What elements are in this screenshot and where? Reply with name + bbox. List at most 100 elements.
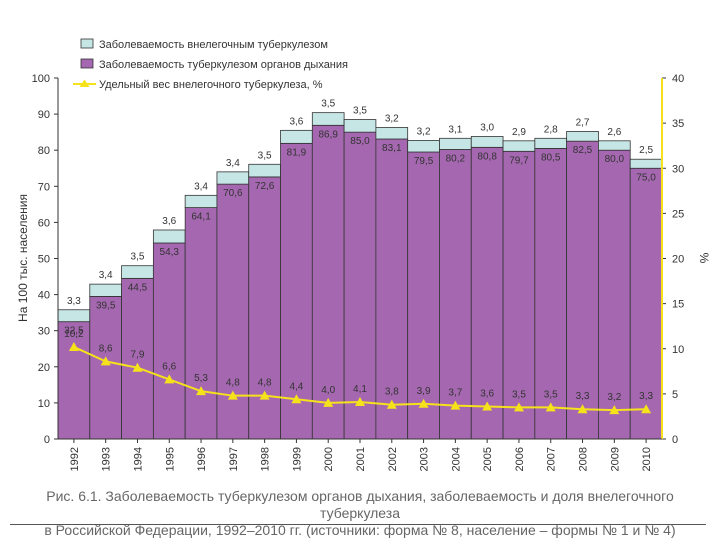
bar-label-respiratory: 80,8 — [477, 151, 497, 162]
share-label: 6,6 — [162, 361, 176, 372]
bar-respiratory — [470, 146, 504, 440]
y2-tick-label: 5 — [672, 389, 678, 401]
bar-extrapulmonary — [502, 140, 536, 152]
bar-label-respiratory: 44,5 — [128, 282, 148, 293]
x-axis-labels: 1992 1993 1994 1995 1996 1997 1998 1999 2000 2001… — [69, 439, 653, 471]
bar-extrapulmonary — [89, 283, 122, 297]
bar-extrapulmonary — [57, 309, 91, 323]
share-label: 4,4 — [289, 381, 303, 392]
bar-label-extrapulmonary: 3,6 — [289, 116, 303, 127]
bar-extrapulmonary — [439, 137, 472, 150]
bar-label-extrapulmonary: 2,9 — [512, 127, 526, 138]
y-axis-label: На 100 тыс. населения — [16, 194, 30, 322]
bar-extrapulmonary — [216, 171, 250, 185]
bar-extrapulmonary — [566, 131, 599, 142]
caption-line-1: Рис. 6.1. Заболеваемость туберкулезом ор… — [46, 488, 674, 521]
x-tick-label: 2008 — [578, 447, 590, 471]
legend-label-share: Удельный вес внелегочного туберкулеза, % — [99, 79, 323, 91]
bar-label-respiratory: 75,0 — [636, 172, 656, 183]
share-point — [545, 402, 556, 412]
legend-label-extrapulmonary: Заболеваемость внелегочным туберкулезом — [99, 39, 328, 51]
bar-labels: 3,3 32,5 3,4 39,5 3,5 44,5 3,6 54,3 3,4 64,1 3,4 70… — [64, 99, 656, 337]
y2-tick-label: 35 — [672, 118, 684, 130]
bar-respiratory — [248, 176, 281, 440]
y2-axis-label: % — [697, 253, 711, 264]
share-point — [227, 390, 238, 400]
bar-respiratory — [216, 183, 250, 440]
bar-respiratory — [407, 151, 440, 440]
x-tick-label: 2000 — [323, 447, 335, 471]
y2-tick-label: 25 — [672, 208, 684, 220]
bar-label-extrapulmonary: 2,5 — [639, 145, 653, 156]
bar-respiratory — [598, 149, 631, 440]
bar-label-respiratory: 72,6 — [255, 181, 275, 192]
x-tick-label: 1992 — [69, 447, 81, 471]
share-point — [641, 404, 652, 414]
share-point — [513, 402, 524, 412]
bar-label-respiratory: 80,0 — [605, 154, 625, 165]
chart: Заболеваемость внелегочным туберкулезом … — [16, 38, 711, 471]
bar-label-extrapulmonary: 3,4 — [226, 158, 240, 169]
bar-respiratory — [502, 150, 536, 440]
bar-label-respiratory: 81,9 — [287, 147, 307, 158]
bar-label-respiratory: 64,1 — [191, 212, 211, 223]
share-point — [577, 404, 588, 414]
x-tick-label: 2005 — [482, 447, 494, 471]
caption-divider — [10, 524, 706, 525]
x-tick-label: 1999 — [291, 447, 303, 471]
y-tick-label: 10 — [38, 398, 50, 410]
bar-extrapulmonary — [343, 119, 377, 133]
bar-respiratory — [89, 296, 122, 440]
share-point — [132, 362, 143, 372]
share-label: 7,9 — [131, 350, 145, 361]
bar-label-respiratory: 70,6 — [223, 188, 243, 199]
bar-extrapulmonary — [248, 163, 281, 178]
share-label: 3,9 — [417, 386, 431, 397]
bar-extrapulmonary — [375, 127, 409, 140]
bar-label-extrapulmonary: 3,4 — [194, 181, 208, 192]
y2-tick-label: 40 — [672, 73, 684, 85]
bar-respiratory — [534, 147, 568, 440]
bar-label-extrapulmonary: 3,2 — [417, 126, 431, 137]
bar-extrapulmonary — [598, 140, 631, 151]
bar-label-respiratory: 39,5 — [96, 300, 116, 311]
bar-label-extrapulmonary: 3,5 — [131, 252, 145, 263]
bar-label-respiratory: 79,7 — [509, 155, 529, 166]
share-label: 3,8 — [385, 387, 399, 398]
bar-label-respiratory: 80,5 — [541, 152, 561, 163]
bar-respiratory — [152, 242, 186, 440]
bar-respiratory — [375, 138, 409, 440]
bar-label-extrapulmonary: 3,4 — [99, 270, 113, 281]
share-label: 4,8 — [226, 378, 240, 389]
y2-tick-label: 20 — [672, 254, 684, 266]
caption-line-2: в Российской Федерации, 1992–2010 гг. (и… — [44, 522, 676, 538]
share-point — [418, 398, 429, 408]
bar-extrapulmonary — [534, 137, 568, 149]
share-label: 5,3 — [194, 373, 208, 384]
y-tick-label: 90 — [38, 109, 50, 121]
x-tick-label: 1993 — [101, 447, 113, 471]
bar-label-respiratory: 32,5 — [64, 326, 84, 337]
x-tick-label: 1995 — [164, 447, 176, 471]
x-tick-label: 2009 — [609, 447, 621, 471]
y-tick-label: 60 — [38, 217, 50, 229]
share-label: 4,0 — [321, 385, 335, 396]
bar-extrapulmonary — [311, 112, 345, 126]
y2-tick-label: 15 — [672, 299, 684, 311]
share-point — [291, 394, 302, 404]
share-point — [100, 356, 111, 366]
share-point — [259, 390, 270, 400]
legend-swatch-extrapulmonary — [80, 38, 94, 49]
x-tick-label: 1997 — [228, 447, 240, 471]
x-tick-label: 2003 — [419, 447, 431, 471]
bar-label-respiratory: 82,5 — [573, 145, 593, 156]
bar-extrapulmonary — [470, 136, 504, 148]
share-label: 3,5 — [544, 389, 558, 400]
bar-respiratory — [280, 142, 313, 440]
share-label: 3,2 — [607, 392, 621, 403]
x-tick-label: 2006 — [514, 447, 526, 471]
x-tick-label: 2010 — [641, 447, 653, 471]
x-tick-label: 1996 — [196, 447, 208, 471]
x-tick-label: 1998 — [260, 447, 272, 471]
share-point — [609, 405, 620, 415]
